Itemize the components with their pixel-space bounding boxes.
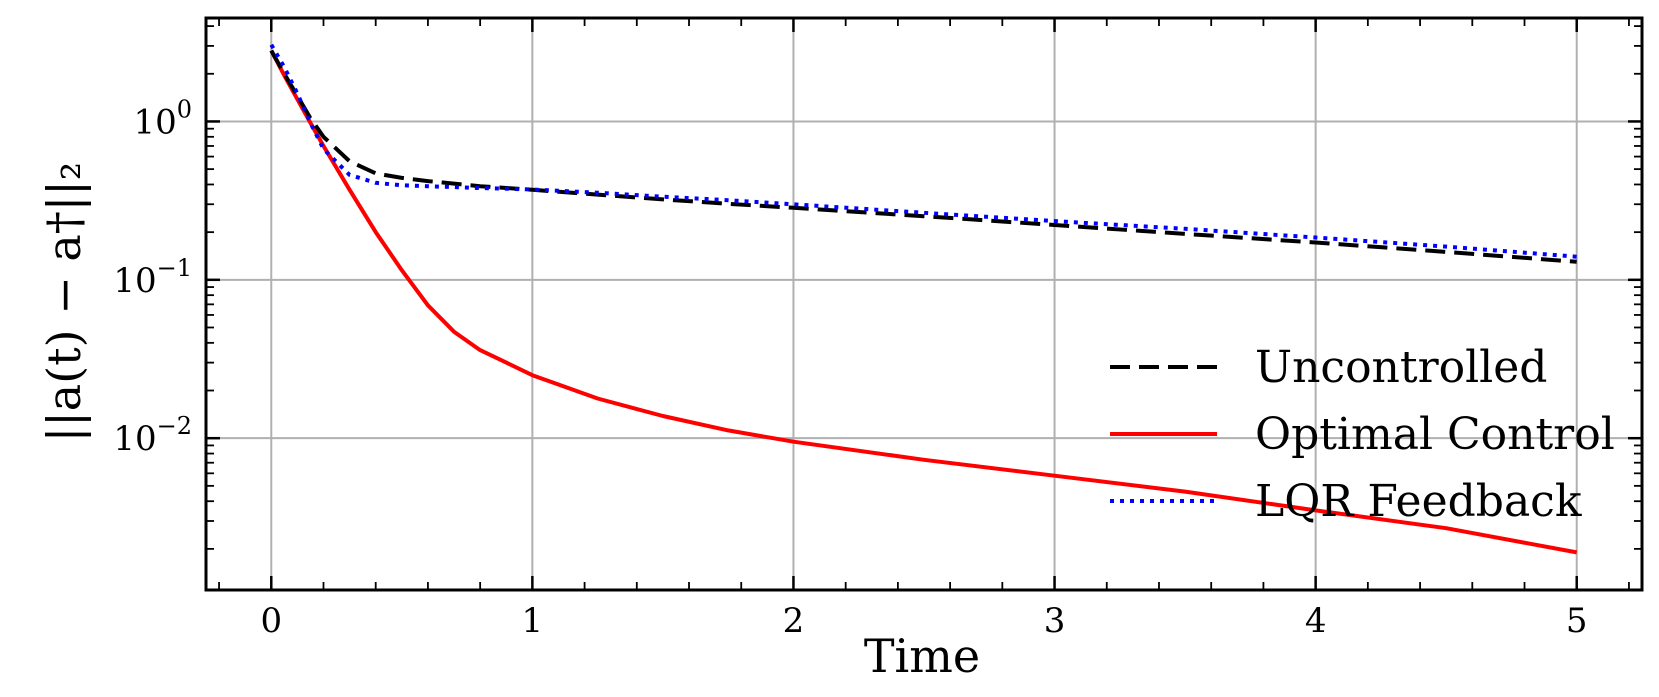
legend-label: Uncontrolled bbox=[1255, 342, 1547, 393]
y-tick-label: 10−2 bbox=[113, 412, 192, 459]
series-line-lqr-feedback bbox=[269, 43, 1577, 259]
x-tick-label: 1 bbox=[522, 601, 544, 641]
series-line-optimal-control bbox=[269, 49, 1578, 555]
x-tick-label: 4 bbox=[1305, 601, 1327, 641]
x-axis-title: Time bbox=[864, 629, 980, 683]
x-tick-label: 3 bbox=[1044, 601, 1066, 641]
legend-label: LQR Feedback bbox=[1255, 476, 1582, 527]
y-axis-title: ||a(t) − a†||₂ bbox=[37, 162, 91, 442]
legend: Uncontrolled Optimal Control LQR Feedback bbox=[1110, 342, 1615, 527]
legend-entry: Uncontrolled bbox=[1110, 342, 1547, 393]
legend-entry: LQR Feedback bbox=[1110, 476, 1582, 527]
y-tick-label: 100 bbox=[133, 95, 192, 142]
x-tick-label: 0 bbox=[260, 601, 282, 641]
y-tick-label: 10−1 bbox=[113, 254, 192, 301]
plot-frame bbox=[204, 16, 1644, 592]
legend-entry: Optimal Control bbox=[1110, 409, 1615, 460]
x-tick-label: 5 bbox=[1566, 601, 1588, 641]
series-lines bbox=[269, 43, 1578, 555]
legend-label: Optimal Control bbox=[1255, 409, 1615, 460]
grid bbox=[206, 18, 1642, 590]
series-line-uncontrolled bbox=[269, 49, 1577, 264]
tick-labels: 0 1 2 3 4 5 100 10−1 10−2 bbox=[113, 95, 1587, 641]
y-axis-label: ||a(t) − a†||₂ bbox=[37, 162, 91, 442]
x-tick-label: 2 bbox=[783, 601, 805, 641]
